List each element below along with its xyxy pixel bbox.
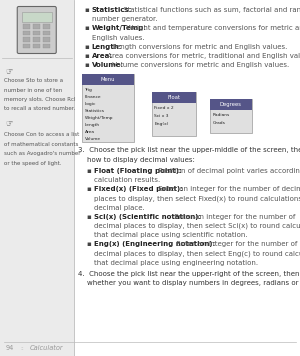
Text: Statistics: Statistics <box>85 109 104 114</box>
Text: Statistical functions such as sum, factorial and random: Statistical functions such as sum, facto… <box>121 7 300 13</box>
Text: Choose Sto to store a: Choose Sto to store a <box>4 78 63 83</box>
Text: ☞: ☞ <box>5 120 13 129</box>
Text: 4.  Choose the pick list near the upper-right of the screen, then select: 4. Choose the pick list near the upper-r… <box>79 271 300 277</box>
Text: that decimal place using engineering notation.: that decimal place using engineering not… <box>94 260 258 266</box>
Text: Length: Length <box>85 124 100 127</box>
Text: ::: :: <box>20 346 24 351</box>
Bar <box>23 24 30 28</box>
Text: Radians: Radians <box>212 114 230 117</box>
Bar <box>82 74 134 85</box>
Bar <box>43 24 50 28</box>
Text: Volume conversions for metric and English values.: Volume conversions for metric and Englis… <box>110 62 290 68</box>
Text: how to display decimal values:: how to display decimal values: <box>79 157 195 163</box>
Text: ▪: ▪ <box>86 186 91 192</box>
Text: Trig: Trig <box>85 88 92 93</box>
Bar <box>43 37 50 42</box>
Text: Enter an integer for the number of: Enter an integer for the number of <box>172 214 295 220</box>
Bar <box>152 93 196 103</box>
Text: ▪: ▪ <box>85 53 89 59</box>
Text: decimal places to display, then select Eng(c) to round calculations to: decimal places to display, then select E… <box>94 251 300 257</box>
Text: Length:: Length: <box>92 44 122 50</box>
Text: Logic: Logic <box>85 103 96 106</box>
Text: Enter an integer for the number of decimal: Enter an integer for the number of decim… <box>156 186 300 192</box>
Text: of mathematical constants: of mathematical constants <box>4 141 78 147</box>
Text: Menu: Menu <box>100 77 115 82</box>
Text: Fixed(x) (Fixed point):: Fixed(x) (Fixed point): <box>94 186 182 192</box>
Bar <box>33 24 40 28</box>
Bar <box>152 93 196 136</box>
Text: Float: Float <box>167 95 180 100</box>
Text: to recall a stored number.: to recall a stored number. <box>4 106 75 111</box>
Text: number generator.: number generator. <box>92 16 157 22</box>
Text: that decimal place using scientific notation.: that decimal place using scientific nota… <box>94 232 247 238</box>
Text: Degrees: Degrees <box>220 103 242 108</box>
Bar <box>23 43 30 48</box>
Text: number in one of ten: number in one of ten <box>4 88 62 93</box>
Bar <box>33 43 40 48</box>
Text: English values.: English values. <box>92 35 144 41</box>
Text: ☞: ☞ <box>5 68 13 77</box>
Text: Weight and temperature conversions for metric and: Weight and temperature conversions for m… <box>124 25 300 31</box>
Text: Calculator: Calculator <box>30 345 64 351</box>
Text: such as Avogadro's number: such as Avogadro's number <box>4 151 80 156</box>
Text: places to display, then select Fixed(x) to round calculations to that: places to display, then select Fixed(x) … <box>94 195 300 202</box>
Text: Volume:: Volume: <box>92 62 124 68</box>
Text: decimal places to display, then select Sci(x) to round calculations to: decimal places to display, then select S… <box>94 223 300 230</box>
Text: Area:: Area: <box>92 53 112 59</box>
Text: Area: Area <box>85 130 94 135</box>
Text: Weight/Temp: Weight/Temp <box>85 116 113 120</box>
Text: Length conversions for metric and English values.: Length conversions for metric and Englis… <box>110 44 288 50</box>
Text: Statistics:: Statistics: <box>92 7 132 13</box>
Text: Weight/Temp:: Weight/Temp: <box>92 25 146 31</box>
Text: Enter an integer for the number of: Enter an integer for the number of <box>175 241 298 247</box>
Text: calculation results.: calculation results. <box>94 177 160 183</box>
Text: Fixed x 2: Fixed x 2 <box>154 106 174 110</box>
Text: decimal place.: decimal place. <box>94 205 144 211</box>
Text: ▪: ▪ <box>85 7 89 13</box>
FancyBboxPatch shape <box>17 6 56 53</box>
Text: ▪: ▪ <box>86 168 91 174</box>
Bar <box>0 0 74 356</box>
Bar <box>74 0 300 356</box>
Bar <box>23 31 30 35</box>
Bar <box>43 31 50 35</box>
Text: ▪: ▪ <box>86 241 91 247</box>
Text: Choose Con to access a list: Choose Con to access a list <box>4 132 79 137</box>
Bar <box>209 99 251 134</box>
Text: Float (Floating point):: Float (Floating point): <box>94 168 181 174</box>
Bar <box>209 99 251 110</box>
Text: Sci x 3: Sci x 3 <box>154 114 169 119</box>
Text: Area conversions for metric, traditional and English values.: Area conversions for metric, traditional… <box>105 53 300 59</box>
Bar <box>82 74 134 142</box>
Bar <box>33 37 40 42</box>
Text: Sci(x) (Scientific notation):: Sci(x) (Scientific notation): <box>94 214 201 220</box>
Text: ▪: ▪ <box>85 44 89 50</box>
Text: Eng(x) (Engineering notation):: Eng(x) (Engineering notation): <box>94 241 215 247</box>
Text: 3.  Choose the pick list near the upper-middle of the screen, then select: 3. Choose the pick list near the upper-m… <box>79 147 300 153</box>
Text: Finance: Finance <box>85 95 101 99</box>
Text: Position of decimal point varies according to: Position of decimal point varies accordi… <box>156 168 300 174</box>
Text: 94: 94 <box>6 345 14 351</box>
Bar <box>33 31 40 35</box>
Text: ▪: ▪ <box>85 25 89 31</box>
Text: memory slots. Choose Rcl: memory slots. Choose Rcl <box>4 97 76 102</box>
Text: or the speed of light.: or the speed of light. <box>4 161 61 166</box>
Bar <box>43 43 50 48</box>
Text: ▪: ▪ <box>85 62 89 68</box>
Text: whether you want to display numbers in degrees, radians or grads.: whether you want to display numbers in d… <box>79 280 300 286</box>
Bar <box>23 37 30 42</box>
Bar <box>22 12 52 22</box>
Text: Volume: Volume <box>85 137 101 141</box>
Text: ▪: ▪ <box>86 214 91 220</box>
Text: Eng(x): Eng(x) <box>154 122 169 126</box>
Text: Grads: Grads <box>212 121 225 125</box>
